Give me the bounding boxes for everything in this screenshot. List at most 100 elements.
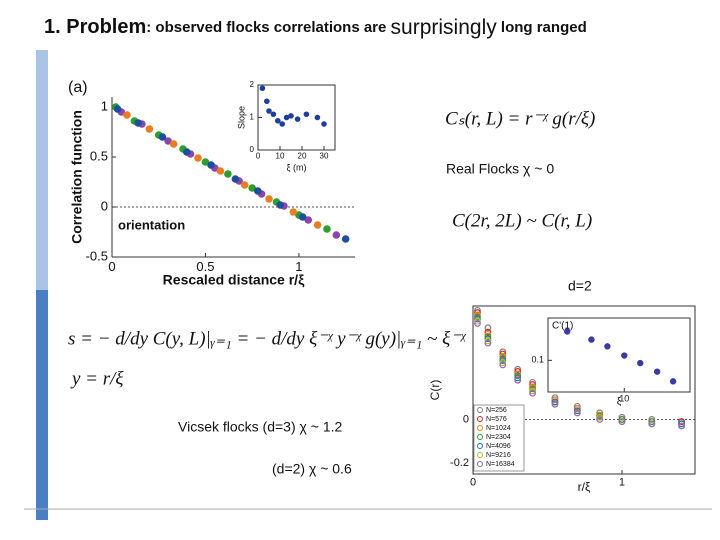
data-point — [158, 133, 167, 141]
equation-scaling: Cₛ(r, L) = r⁻ᵡ g(r/ξ) — [445, 108, 595, 129]
data-point — [648, 416, 656, 423]
y-tick-label: 0 — [250, 145, 255, 154]
data-point — [294, 116, 301, 122]
data-point — [596, 413, 604, 421]
data-point — [573, 407, 581, 415]
title-text: : observed flocks correlations are — [146, 19, 390, 36]
data-point — [265, 195, 273, 203]
data-point — [514, 368, 522, 375]
data-point — [231, 175, 240, 183]
data-point — [618, 416, 626, 423]
data-point — [604, 343, 611, 350]
data-point — [618, 418, 626, 426]
data-point — [514, 370, 522, 378]
y-tick-label: 2 — [250, 80, 255, 89]
data-point — [253, 187, 262, 195]
data-point — [573, 405, 581, 412]
data-point — [514, 365, 522, 373]
data-point — [618, 413, 626, 421]
data-point — [588, 336, 595, 343]
data-point — [529, 378, 536, 386]
data-point — [276, 201, 285, 209]
equation-y: y = r/ξ — [70, 368, 124, 389]
data-point — [596, 409, 604, 417]
data-point — [474, 320, 481, 327]
data-point — [474, 306, 481, 314]
data-point — [113, 105, 122, 113]
legend-label: N=9216 — [486, 452, 511, 459]
data-point — [182, 148, 191, 156]
y-tick-label: 1 — [101, 98, 108, 113]
equation-doubling: C(2r, 2L) ~ C(r, L) — [452, 210, 592, 231]
data-point — [564, 328, 571, 335]
y-tick-label: 0 — [463, 413, 469, 425]
legend-swatch — [477, 425, 483, 431]
slide-title: 1. Problem: observed flocks correlations… — [44, 16, 587, 39]
data-point — [279, 121, 286, 127]
x-axis-label: ξ — [617, 397, 622, 408]
data-point — [288, 113, 294, 119]
data-point — [474, 309, 481, 316]
data-point — [474, 313, 481, 321]
data-point — [551, 394, 559, 402]
y-tick-label: -0.2 — [450, 457, 469, 469]
x-tick-label: 0 — [470, 477, 476, 489]
x-tick-label: 1 — [619, 477, 625, 489]
data-point — [648, 420, 656, 428]
data-point — [678, 422, 685, 430]
data-point — [474, 311, 481, 319]
data-point — [499, 357, 507, 364]
side-bar-dark — [36, 290, 48, 520]
data-point — [596, 416, 604, 423]
data-point — [499, 361, 507, 369]
data-point — [332, 231, 341, 239]
data-point — [145, 125, 154, 133]
x-tick-label: 30 — [320, 152, 329, 161]
data-point — [270, 111, 277, 118]
data-point — [514, 372, 522, 380]
data-point — [224, 170, 232, 178]
x-axis-label: r/ξ — [578, 480, 591, 494]
legend-label: N=2304 — [486, 434, 511, 441]
data-point — [484, 328, 492, 336]
data-point — [499, 350, 507, 358]
y-axis-label: Slope — [236, 106, 246, 129]
data-point — [194, 154, 202, 162]
x-tick-label: 0 — [108, 259, 115, 274]
data-point — [514, 374, 522, 382]
annotation: orientation — [118, 217, 185, 232]
y-axis-label: C(r) — [428, 380, 442, 401]
y-tick-label: -0.5 — [86, 248, 108, 263]
x-axis-label: ξ (m) — [286, 162, 306, 172]
x-tick-label: 0 — [256, 152, 261, 161]
data-point — [201, 158, 210, 166]
data-point — [551, 398, 559, 406]
data-point — [551, 400, 559, 408]
x-axis-label: Rescaled distance r/ξ — [163, 272, 305, 288]
legend-label: N=576 — [486, 416, 507, 423]
data-point — [266, 108, 272, 114]
data-point — [341, 235, 350, 243]
data-point — [678, 418, 685, 426]
y-axis-label: Correlation function — [69, 110, 85, 244]
legend-swatch — [477, 452, 483, 458]
real-flocks: Real Flocks χ ~ 0 — [446, 161, 554, 177]
data-point — [169, 140, 178, 148]
data-point — [263, 98, 270, 105]
data-point — [529, 385, 536, 393]
data-point — [573, 409, 581, 417]
data-point — [484, 339, 492, 347]
legend-label: N=4096 — [486, 443, 511, 450]
legend-swatch — [477, 416, 483, 422]
legend-label: N=1024 — [486, 425, 511, 432]
data-point — [474, 315, 481, 323]
dimension-label: d=2 — [568, 278, 592, 294]
y-tick-label: 1 — [250, 113, 255, 122]
y-tick-label: 0.5 — [90, 148, 108, 163]
data-point — [484, 337, 492, 345]
data-point — [669, 378, 677, 385]
data-point — [484, 333, 492, 340]
data-point — [514, 376, 522, 384]
